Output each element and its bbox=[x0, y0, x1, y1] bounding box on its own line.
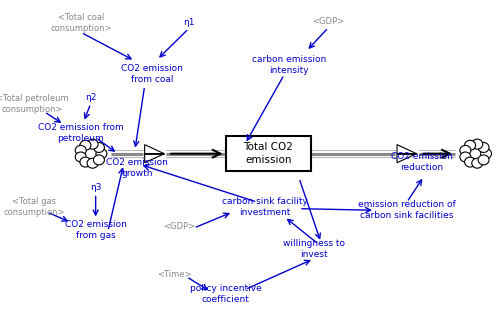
Ellipse shape bbox=[80, 140, 91, 150]
Text: CO2 emission
reduction: CO2 emission reduction bbox=[390, 152, 452, 172]
Ellipse shape bbox=[75, 146, 86, 155]
Text: carbon emission
intensity: carbon emission intensity bbox=[252, 55, 326, 75]
Text: CO2 emission
growth: CO2 emission growth bbox=[106, 158, 168, 178]
Ellipse shape bbox=[464, 157, 475, 167]
Ellipse shape bbox=[478, 155, 489, 165]
Text: CO2 emission
from gas: CO2 emission from gas bbox=[64, 220, 126, 240]
Text: <Total gas
consumption>: <Total gas consumption> bbox=[4, 197, 65, 217]
FancyBboxPatch shape bbox=[226, 136, 311, 172]
Ellipse shape bbox=[460, 146, 471, 155]
Ellipse shape bbox=[87, 139, 98, 149]
Ellipse shape bbox=[464, 140, 475, 150]
Text: CO2 emission from
petroleum: CO2 emission from petroleum bbox=[38, 123, 124, 143]
Ellipse shape bbox=[480, 149, 492, 159]
Text: η3: η3 bbox=[90, 183, 102, 192]
Ellipse shape bbox=[87, 158, 98, 168]
Text: carbon sink facility
investment: carbon sink facility investment bbox=[222, 197, 308, 217]
Text: Total CO2
emission: Total CO2 emission bbox=[244, 142, 294, 165]
Text: policy incentive
coefficient: policy incentive coefficient bbox=[190, 284, 262, 304]
Text: <GDP>: <GDP> bbox=[312, 16, 344, 26]
Text: <Total coal
consumption>: <Total coal consumption> bbox=[50, 13, 112, 33]
Text: <GDP>: <GDP> bbox=[163, 222, 195, 231]
Ellipse shape bbox=[478, 143, 489, 152]
Text: CO2 emission
from coal: CO2 emission from coal bbox=[121, 64, 183, 84]
Text: η2: η2 bbox=[85, 93, 96, 102]
Text: η1: η1 bbox=[183, 18, 194, 27]
Text: willingness to
invest: willingness to invest bbox=[282, 239, 344, 259]
Text: <Total petroleum
consumption>: <Total petroleum consumption> bbox=[0, 93, 68, 114]
Ellipse shape bbox=[94, 155, 104, 165]
Ellipse shape bbox=[80, 157, 91, 167]
Ellipse shape bbox=[472, 158, 482, 168]
Text: <Time>: <Time> bbox=[157, 271, 192, 280]
Ellipse shape bbox=[460, 152, 471, 162]
Ellipse shape bbox=[94, 143, 104, 152]
Ellipse shape bbox=[75, 152, 86, 162]
Text: emission reduction of
carbon sink facilities: emission reduction of carbon sink facili… bbox=[358, 200, 456, 220]
Ellipse shape bbox=[472, 139, 482, 149]
Ellipse shape bbox=[96, 149, 107, 159]
